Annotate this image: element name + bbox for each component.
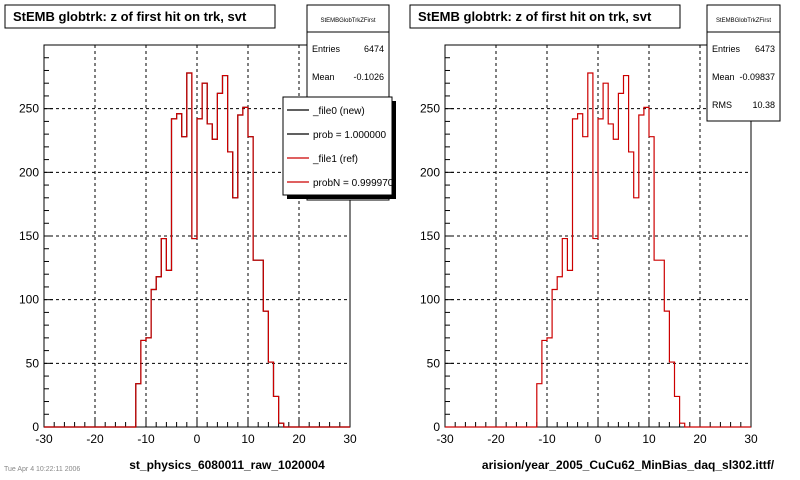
chart1-series-2-line [44,72,350,428]
chart1-x-axis-label: st_physics_6080011_raw_1020004 [129,458,325,472]
chart2-x-tick-label: 0 [595,432,602,446]
chart2-stats-box [706,4,781,122]
chart1-y-tick-label: 100 [19,293,39,307]
chart1-legend-entry-1: _file0 (new) [312,106,365,117]
chart1-y-tick-label: 200 [19,165,39,179]
chart2-stats-value-entries: 6473 [755,44,775,54]
chart1-x-tick-label: 10 [241,432,255,446]
chart2-x-tick-label: -30 [436,432,454,446]
chart1-y-tick-label: 250 [19,102,39,116]
chart1-stats-label-entries: Entries [312,44,341,54]
chart2-y-tick-label: 200 [420,165,440,179]
chart1-y-tick-label: 150 [19,229,39,243]
chart2-stats-value-rms: 10.38 [752,100,775,110]
chart1-y-tick-label: 50 [26,356,40,370]
chart2-stats-label-mean: Mean [712,72,735,82]
chart2-stats-label-entries: Entries [712,44,741,54]
chart1-stats-value-mean: -0.1026 [353,72,384,82]
chart2-x-tick-label: -10 [538,432,556,446]
chart2-y-tick-label: 0 [433,420,440,434]
chart1-legend-box [282,96,393,196]
chart1-x-tick-label: -10 [137,432,155,446]
chart2-x-tick-label: 30 [744,432,758,446]
chart1-x-tick-label: -20 [86,432,104,446]
chart1-x-tick-label: 30 [343,432,357,446]
chart2-y-tick-label: 50 [427,356,441,370]
chart2-y-tick-label: 150 [420,229,440,243]
chart2-series-1-line [445,72,751,428]
footer-text: Tue Apr 4 10:22:11 2006 [4,466,81,473]
chart2-stats-title: StEMBGlobTrkZFirst [716,18,771,24]
chart1-title-box [4,4,276,29]
chart2-y-tick-label: 100 [420,293,440,307]
chart1-stats-value-entries: 6474 [364,44,384,54]
chart1-title: StEMB globtrk: z of first hit on trk, sv… [13,9,247,24]
chart2-title: StEMB globtrk: z of first hit on trk, sv… [418,9,652,24]
chart2-x-axis-label: arision/year_2005_CuCu62_MinBias_daq_sl3… [482,458,775,472]
chart2-x-tick-label: 20 [693,432,707,446]
chart1-stats-title: StEMBGlobTrkZFirst [320,18,375,24]
chart2-stats-label-rms: RMS [712,100,732,110]
chart2-title-box [409,4,681,29]
chart2-x-tick-label: -20 [487,432,505,446]
chart2-y-tick-label: 250 [420,102,440,116]
chart2-x-tick-label: 10 [642,432,656,446]
chart1-x-tick-label: -30 [35,432,53,446]
chart1-legend-entry-2: prob = 1.000000 [313,130,387,141]
chart1-legend-entry-3: _file1 (ref) [312,154,358,165]
chart1-x-tick-label: 0 [194,432,201,446]
chart1-legend-entry-4: probN = 0.999970 [313,178,394,189]
chart1-x-tick-label: 20 [292,432,306,446]
chart1-y-tick-label: 0 [32,420,39,434]
chart1-stats-label-mean: Mean [312,72,335,82]
chart2-stats-value-mean: -0.09837 [739,72,775,82]
